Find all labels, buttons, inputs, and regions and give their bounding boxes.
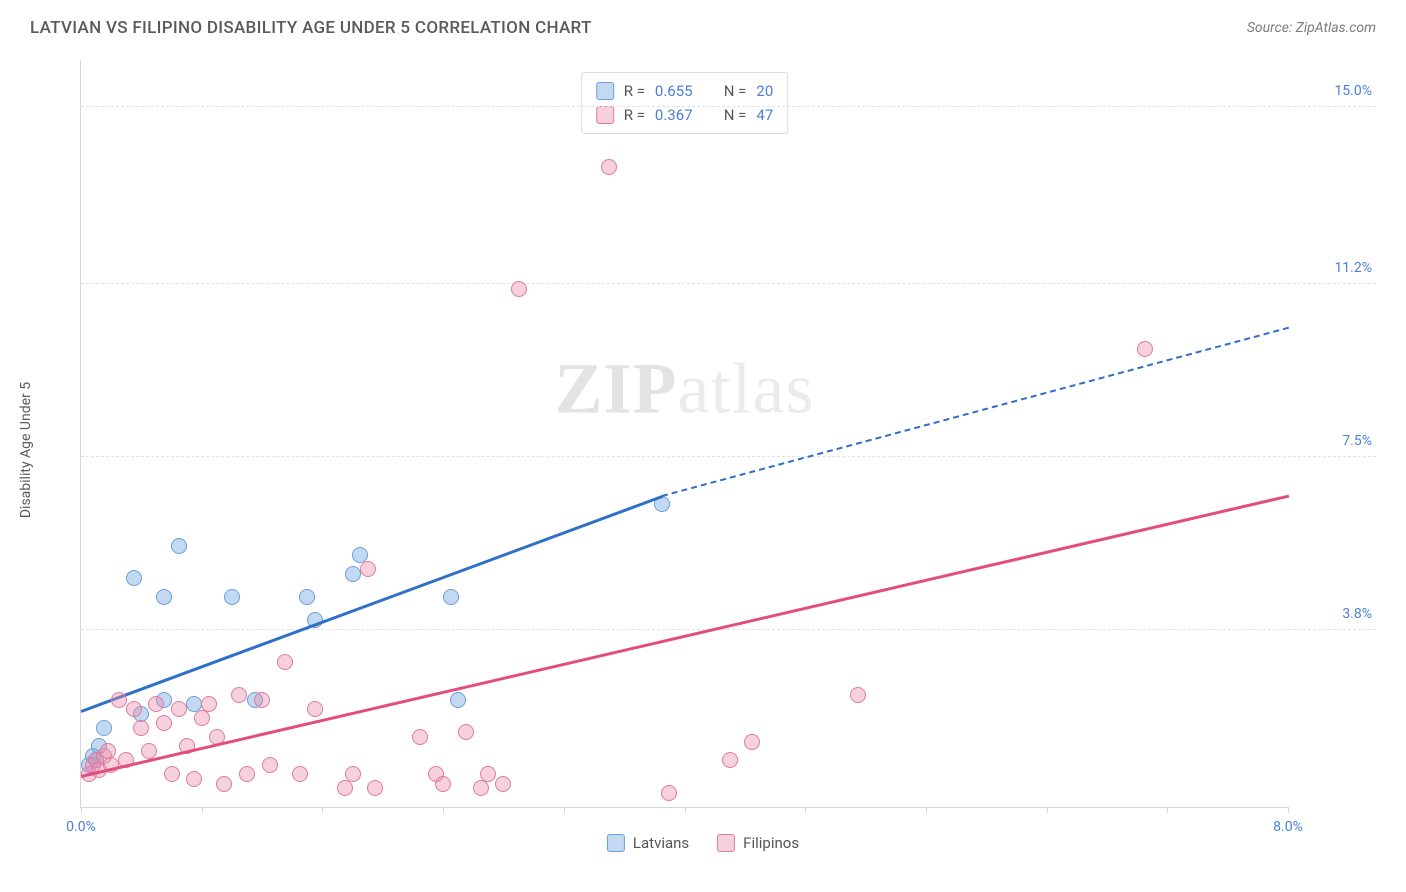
data-point <box>141 743 157 759</box>
watermark: ZIPatlas <box>555 347 815 430</box>
data-point <box>1137 341 1153 357</box>
data-point <box>480 766 496 782</box>
data-point <box>511 281 527 297</box>
data-point <box>216 776 232 792</box>
gridline <box>81 629 1376 630</box>
data-point <box>435 776 451 792</box>
x-tick <box>926 807 927 813</box>
y-axis-label: Disability Age Under 5 <box>18 382 34 518</box>
y-tick-label: 15.0% <box>1302 83 1372 99</box>
y-tick-label: 7.5% <box>1302 433 1372 449</box>
plot-area: ZIPatlas R = 0.655 N = 20R = 0.367 N = 4… <box>80 60 1288 808</box>
chart-container: Disability Age Under 5 ZIPatlas R = 0.65… <box>30 48 1376 852</box>
stat-r-value: 0.655 <box>655 79 693 103</box>
x-tick <box>202 807 203 813</box>
data-point <box>262 757 278 773</box>
stat-n-value: 20 <box>756 79 773 103</box>
data-point <box>345 566 361 582</box>
data-point <box>360 561 376 577</box>
x-tick <box>805 807 806 813</box>
data-point <box>111 692 127 708</box>
legend-swatch <box>717 834 735 852</box>
data-point <box>345 766 361 782</box>
data-point <box>164 766 180 782</box>
x-tick <box>81 807 82 813</box>
data-point <box>171 701 187 717</box>
gridline <box>81 456 1376 457</box>
x-tick <box>1288 807 1289 813</box>
data-point <box>133 720 149 736</box>
data-point <box>171 538 187 554</box>
x-tick <box>1047 807 1048 813</box>
chart-title: LATVIAN VS FILIPINO DISABILITY AGE UNDER… <box>30 18 592 38</box>
x-tick <box>322 807 323 813</box>
x-axis-label: 8.0% <box>1273 819 1303 835</box>
data-point <box>231 687 247 703</box>
data-point <box>495 776 511 792</box>
legend-item: Filipinos <box>717 834 799 852</box>
data-point <box>224 589 240 605</box>
data-point <box>156 715 172 731</box>
trend-line <box>662 327 1289 497</box>
data-point <box>443 589 459 605</box>
data-point <box>194 710 210 726</box>
data-point <box>201 696 217 712</box>
data-point <box>458 724 474 740</box>
data-point <box>661 785 677 801</box>
trend-line <box>81 495 1290 778</box>
legend-swatch <box>596 82 614 100</box>
legend-swatch <box>607 834 625 852</box>
data-point <box>239 766 255 782</box>
data-point <box>126 570 142 586</box>
legend: Latvians Filipinos <box>607 834 799 852</box>
data-point <box>156 589 172 605</box>
legend-swatch <box>596 106 614 124</box>
x-tick <box>1167 807 1168 813</box>
gridline <box>81 106 1376 107</box>
data-point <box>277 654 293 670</box>
data-point <box>337 780 353 796</box>
data-point <box>96 720 112 736</box>
data-point <box>126 701 142 717</box>
source-label: Source: ZipAtlas.com <box>1247 20 1376 36</box>
x-tick <box>685 807 686 813</box>
y-tick-label: 11.2% <box>1302 260 1372 276</box>
stats-box: R = 0.655 N = 20R = 0.367 N = 47 <box>581 72 789 134</box>
data-point <box>850 687 866 703</box>
data-point <box>601 159 617 175</box>
stat-n-label: N = <box>724 79 747 103</box>
x-axis-label: 0.0% <box>66 819 96 835</box>
data-point <box>450 692 466 708</box>
legend-item: Latvians <box>607 834 689 852</box>
data-point <box>412 729 428 745</box>
data-point <box>186 771 202 787</box>
x-tick <box>564 807 565 813</box>
stats-row: R = 0.655 N = 20 <box>596 79 774 103</box>
data-point <box>722 752 738 768</box>
data-point <box>473 780 489 796</box>
data-point <box>307 701 323 717</box>
stat-r-label: R = <box>624 79 645 103</box>
gridline <box>81 283 1376 284</box>
legend-label: Latvians <box>633 834 689 852</box>
x-tick <box>443 807 444 813</box>
data-point <box>292 766 308 782</box>
data-point <box>299 589 315 605</box>
legend-label: Filipinos <box>743 834 799 852</box>
y-tick-label: 3.8% <box>1302 606 1372 622</box>
data-point <box>744 734 760 750</box>
data-point <box>148 696 164 712</box>
data-point <box>367 780 383 796</box>
data-point <box>254 692 270 708</box>
